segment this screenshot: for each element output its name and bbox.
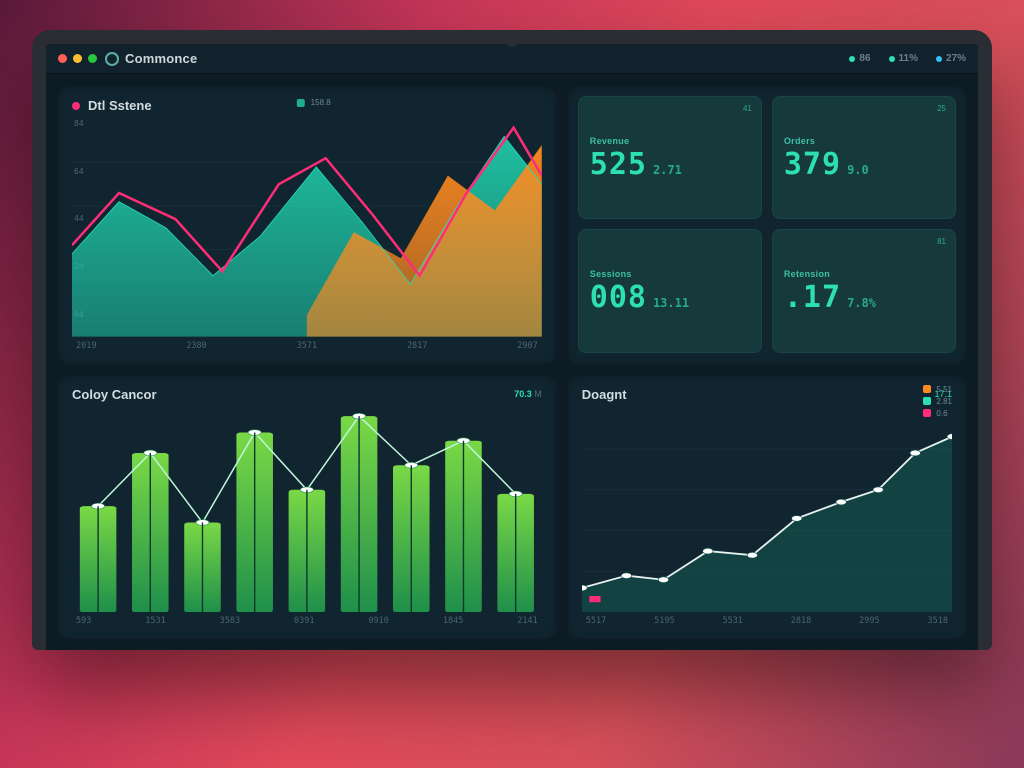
laptop-frame: Commonce 86 11% 27% Dtl Sstene 158.8	[32, 30, 992, 650]
bar-chart-title: Coloy Cancor	[72, 387, 157, 402]
card-badge: 81	[937, 237, 946, 246]
metric-card-retention[interactable]: 81 Retension .17 7.8%	[772, 229, 956, 352]
titlebar-stat-1: 11%	[889, 53, 918, 64]
card-label: Sessions	[590, 269, 750, 279]
minimize-dot[interactable]	[73, 54, 82, 63]
zoom-dot[interactable]	[88, 54, 97, 63]
area-chart-title: Dtl Sstene	[88, 98, 152, 113]
brand-label: Commonce	[125, 51, 197, 66]
metric-card-revenue[interactable]: 41 Revenue 525 2.71	[578, 96, 762, 219]
line-chart-panel: Doagnt 17.1 5.51 2.81 0.6 5517 5195 5531…	[568, 375, 966, 638]
area-chart-canvas: 84 64 44 24 04	[72, 119, 542, 337]
card-badge: 41	[743, 104, 752, 113]
titlebar: Commonce 86 11% 27%	[46, 44, 978, 74]
mini-legend-value: 158.8	[311, 98, 331, 107]
legend-item: 2.81	[923, 397, 952, 406]
brand: Commonce	[105, 51, 197, 66]
metric-cards-panel: 41 Revenue 525 2.71 25 Orders 379 9.0	[568, 86, 966, 363]
card-label: Retension	[784, 269, 944, 279]
square-icon	[923, 397, 931, 405]
square-icon	[923, 385, 931, 393]
metric-cards-grid: 41 Revenue 525 2.71 25 Orders 379 9.0	[578, 96, 956, 353]
led-icon	[889, 56, 895, 62]
led-icon	[849, 56, 855, 62]
legend-dot-icon	[72, 102, 80, 110]
bar-chart-panel: Coloy Cancor 70.3 M 593 1531 3583 0391 0…	[58, 375, 556, 638]
brand-icon	[105, 52, 119, 66]
line-chart-canvas	[582, 408, 952, 612]
card-value: .17 7.8%	[784, 283, 944, 313]
area-chart-svg	[72, 119, 542, 337]
area-x-ticks: 2019 2380 3571 2817 2907	[72, 337, 542, 351]
led-icon	[936, 56, 942, 62]
area-chart-mini-legend: 158.8	[297, 98, 331, 107]
bar-chart-svg	[72, 408, 542, 612]
bar-chart-subvalue: 70.3 M	[514, 389, 542, 399]
legend-item: 5.51	[923, 385, 952, 394]
titlebar-stat-0: 86	[849, 53, 870, 64]
line-chart-title: Doagnt	[582, 387, 627, 402]
metric-card-orders[interactable]: 25 Orders 379 9.0	[772, 96, 956, 219]
titlebar-stats: 86 11% 27%	[849, 53, 966, 64]
bar-x-ticks: 593 1531 3583 0391 0910 1845 2141	[72, 612, 542, 626]
card-label: Orders	[784, 136, 944, 146]
card-value: 008 13.11	[590, 283, 750, 313]
app-screen: Commonce 86 11% 27% Dtl Sstene 158.8	[46, 44, 978, 650]
dashboard-grid: Dtl Sstene 158.8 84 64 44 24 04	[46, 74, 978, 650]
bar-chart-canvas	[72, 408, 542, 612]
panel-title: Coloy Cancor 70.3 M	[72, 387, 542, 402]
area-chart-panel: Dtl Sstene 158.8 84 64 44 24 04	[58, 86, 556, 363]
titlebar-stat-2: 27%	[936, 53, 966, 64]
card-value: 379 9.0	[784, 150, 944, 180]
traffic-lights	[58, 54, 97, 63]
metric-card-sessions[interactable]: Sessions 008 13.11	[578, 229, 762, 352]
line-chart-svg	[582, 408, 952, 612]
card-value: 525 2.71	[590, 150, 750, 180]
card-label: Revenue	[590, 136, 750, 146]
square-icon	[297, 99, 305, 107]
card-badge: 25	[937, 104, 946, 113]
panel-title: Doagnt 17.1	[582, 387, 952, 402]
line-x-ticks: 5517 5195 5531 2818 2995 3518	[582, 612, 952, 626]
camera-dot	[508, 36, 516, 44]
close-dot[interactable]	[58, 54, 67, 63]
